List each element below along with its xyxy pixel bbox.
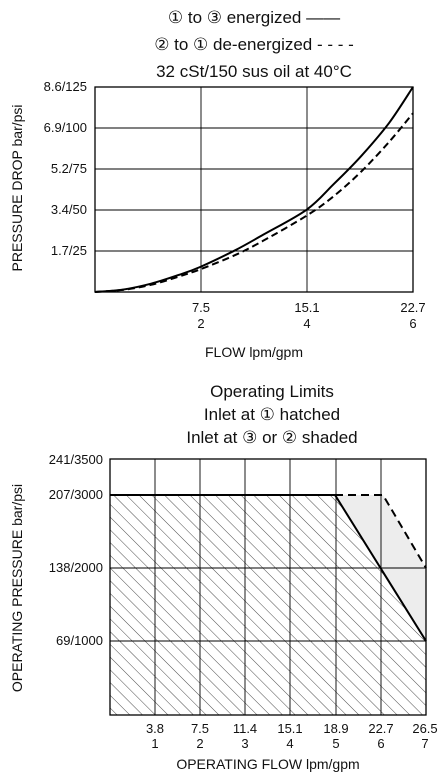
chart1-x-axis-label: FLOW lpm/gpm — [205, 344, 303, 360]
chart2-xtick-6-bottom: 6 — [377, 736, 384, 751]
pressure-drop-chart: ① to ③ energized —— ② to ① de-energized … — [9, 8, 426, 360]
chart2-ytick-3: 207/3000 — [49, 487, 103, 502]
chart2-xtick-5-top: 18.9 — [323, 721, 348, 736]
chart1-ytick-5: 8.6/125 — [44, 79, 87, 94]
chart2-xtick-7-top: 26.5 — [412, 721, 437, 736]
chart2-hatched-region — [110, 495, 426, 715]
chart2-xtick-5-bottom: 5 — [332, 736, 339, 751]
chart2-xtick-1-bottom: 1 — [151, 736, 158, 751]
chart2-shaded-limit-line — [335, 494, 427, 569]
chart2-title-line-1: Operating Limits — [210, 382, 334, 401]
chart1-series-de-energized — [94, 112, 414, 293]
chart1-title-line-3: 32 cSt/150 sus oil at 40°C — [156, 62, 352, 81]
chart2-ytick-2: 138/2000 — [49, 560, 103, 575]
chart2-y-axis-label: OPERATING PRESSURE bar/psi — [9, 484, 25, 692]
operating-limits-chart: Operating Limits Inlet at ① hatched Inle… — [9, 382, 438, 772]
chart1-y-axis-label: PRESSURE DROP bar/psi — [9, 104, 25, 271]
chart2-plot-frame — [109, 458, 427, 716]
chart1-xtick-3-bottom: 6 — [409, 316, 416, 331]
chart2-xtick-1-top: 3.8 — [146, 721, 164, 736]
chart2-xtick-7-bottom: 7 — [421, 736, 428, 751]
chart1-series-energized — [94, 86, 414, 293]
chart1-title-line-1: ① to ③ energized —— — [168, 8, 340, 27]
chart1-title-line-2: ② to ① de-energized - - - - — [154, 35, 354, 54]
chart1-xtick-1-bottom: 2 — [197, 316, 204, 331]
chart1-ytick-1: 1.7/25 — [51, 243, 87, 258]
chart2-xtick-2-top: 7.5 — [191, 721, 209, 736]
chart2-grid — [110, 459, 426, 715]
chart1-x-ticks: 7.5 2 15.1 4 22.7 6 — [192, 300, 426, 331]
chart1-ytick-3: 5.2/75 — [51, 161, 87, 176]
chart1-xtick-3-top: 22.7 — [400, 300, 425, 315]
chart2-y-ticks: 69/1000 138/2000 207/3000 241/3500 — [49, 452, 103, 648]
chart2-x-ticks: 3.8 1 7.5 2 11.4 3 15.1 4 18.9 5 22.7 6 … — [146, 721, 438, 751]
chart2-title-line-2: Inlet at ① hatched — [204, 405, 340, 424]
chart1-xtick-2-top: 15.1 — [294, 300, 319, 315]
chart2-ytick-4: 241/3500 — [49, 452, 103, 467]
chart2-x-axis-label: OPERATING FLOW lpm/gpm — [176, 756, 359, 772]
chart2-xtick-6-top: 22.7 — [368, 721, 393, 736]
chart2-xtick-3-top: 11.4 — [233, 721, 257, 736]
chart1-grid — [95, 87, 413, 292]
chart2-xtick-3-bottom: 3 — [241, 736, 248, 751]
chart1-ytick-2: 3.4/50 — [51, 202, 87, 217]
chart2-title-line-3: Inlet at ③ or ② shaded — [186, 428, 357, 447]
chart1-ytick-4: 6.9/100 — [44, 120, 87, 135]
chart1-plot-frame — [94, 86, 414, 293]
chart1-xtick-1-top: 7.5 — [192, 300, 210, 315]
chart2-xtick-2-bottom: 2 — [196, 736, 203, 751]
chart1-xtick-2-bottom: 4 — [303, 316, 310, 331]
chart2-xtick-4-top: 15.1 — [277, 721, 302, 736]
chart2-ytick-1: 69/1000 — [56, 633, 103, 648]
chart2-xtick-4-bottom: 4 — [286, 736, 293, 751]
chart1-y-ticks: 1.7/25 3.4/50 5.2/75 6.9/100 8.6/125 — [44, 79, 87, 258]
